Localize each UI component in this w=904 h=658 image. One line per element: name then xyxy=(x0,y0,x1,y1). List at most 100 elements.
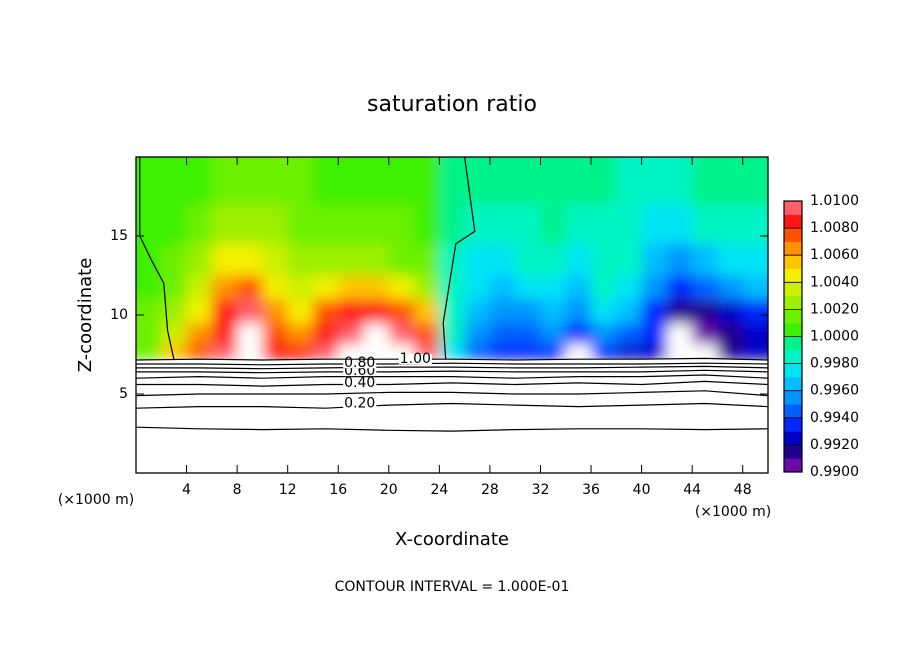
colorbar-tick-label: 1.0020 xyxy=(810,301,859,317)
field-cell xyxy=(237,275,263,300)
field-cell xyxy=(565,243,592,276)
colorbar-box xyxy=(784,322,802,337)
field-cell xyxy=(262,243,289,276)
field-cell xyxy=(616,322,643,344)
contour-label-bg xyxy=(343,358,377,369)
field-cell xyxy=(591,157,617,205)
contour-line xyxy=(136,365,769,370)
chart-title: saturation ratio xyxy=(367,92,537,117)
field-cell xyxy=(616,343,643,360)
field-cell xyxy=(464,275,491,300)
field-cell xyxy=(540,299,567,324)
field-cell xyxy=(287,275,314,300)
y-unit-label: (×1000 m) xyxy=(58,492,134,508)
field-cell xyxy=(136,157,162,205)
contour-label: 0.80 xyxy=(344,355,375,371)
x-tick-label: 48 xyxy=(734,482,752,498)
colorbar-tick-label: 0.9900 xyxy=(810,464,859,480)
colorbar-box xyxy=(784,390,802,405)
field-cell xyxy=(338,157,365,205)
field-cell xyxy=(237,204,263,245)
field-cell xyxy=(363,204,390,245)
colorbar-tick-label: 0.9940 xyxy=(810,410,859,426)
field-cell xyxy=(338,204,365,245)
field-cell xyxy=(262,275,289,300)
field-cell xyxy=(565,343,592,360)
field-cell xyxy=(161,343,188,360)
colorbar-tick-label: 1.0080 xyxy=(810,220,859,236)
field-cell xyxy=(591,275,617,300)
field-cell xyxy=(312,343,339,360)
x-unit-label: (×1000 m) xyxy=(695,504,771,520)
field-cell xyxy=(439,322,466,344)
colorbar-box xyxy=(784,350,802,364)
field-cell xyxy=(186,243,213,276)
field-cell xyxy=(161,157,188,205)
field-cell xyxy=(262,299,289,324)
colorbar-tick-label: 0.9960 xyxy=(810,383,859,399)
colorbar-tick-label: 0.9920 xyxy=(810,437,859,453)
field-cell xyxy=(211,343,238,360)
contour-line xyxy=(135,402,769,409)
field-cell xyxy=(489,343,516,360)
field-cell xyxy=(717,275,744,300)
x-tick-label: 4 xyxy=(182,482,191,498)
colorbar-box xyxy=(784,363,802,378)
x-tick-label: 36 xyxy=(582,482,600,498)
field-cell xyxy=(312,204,339,245)
field-cell xyxy=(717,157,744,205)
field-cell xyxy=(363,243,390,276)
field-cell xyxy=(565,322,592,344)
contour-label-bg xyxy=(343,377,377,388)
field-cell xyxy=(363,343,390,360)
field-cell xyxy=(439,343,466,360)
field-cell xyxy=(312,322,339,344)
field-cell xyxy=(414,322,440,344)
colorbar-box xyxy=(784,377,802,391)
field-cell xyxy=(515,204,541,245)
field-cell xyxy=(338,343,365,360)
field-cell xyxy=(717,322,744,344)
field-cell xyxy=(136,322,162,344)
field-cell xyxy=(540,343,567,360)
field-cell xyxy=(237,343,263,360)
field-cell xyxy=(515,343,541,360)
contour-label-bg xyxy=(343,366,377,377)
field-cell xyxy=(692,275,718,300)
field-cell xyxy=(616,157,643,205)
field-cell xyxy=(136,243,162,276)
colorbar-box xyxy=(784,282,802,297)
field-cell xyxy=(287,243,314,276)
field-cell xyxy=(641,243,668,276)
field-cell xyxy=(388,204,415,245)
field-cell xyxy=(287,299,314,324)
contour-line xyxy=(135,374,769,379)
annotation: CONTOUR INTERVAL = 1.000E-01 xyxy=(335,579,570,595)
colorbar-box xyxy=(784,444,802,459)
field-cell xyxy=(161,322,188,344)
field-cell xyxy=(616,243,643,276)
field-cell xyxy=(666,157,693,205)
field-cell xyxy=(161,243,188,276)
colorbar-box xyxy=(784,458,802,473)
contour-line xyxy=(135,156,769,361)
field-cell xyxy=(237,322,263,344)
field-cell xyxy=(515,275,541,300)
field-cell xyxy=(515,299,541,324)
field-cell xyxy=(211,322,238,344)
field-cell xyxy=(388,275,415,300)
colorbar-box xyxy=(784,309,802,324)
contour-label: 0.20 xyxy=(344,395,375,411)
colorbar-box xyxy=(784,241,802,256)
contour-lines: 0.200.400.600.80 1.00 xyxy=(135,156,769,432)
field-cell xyxy=(262,322,289,344)
field-cell xyxy=(591,343,617,360)
field-cell xyxy=(237,157,263,205)
field-cell xyxy=(414,157,440,205)
field-cell xyxy=(515,243,541,276)
field-cell xyxy=(540,275,567,300)
field-cell xyxy=(439,275,466,300)
field-cell xyxy=(666,299,693,324)
field-cell xyxy=(515,157,541,205)
